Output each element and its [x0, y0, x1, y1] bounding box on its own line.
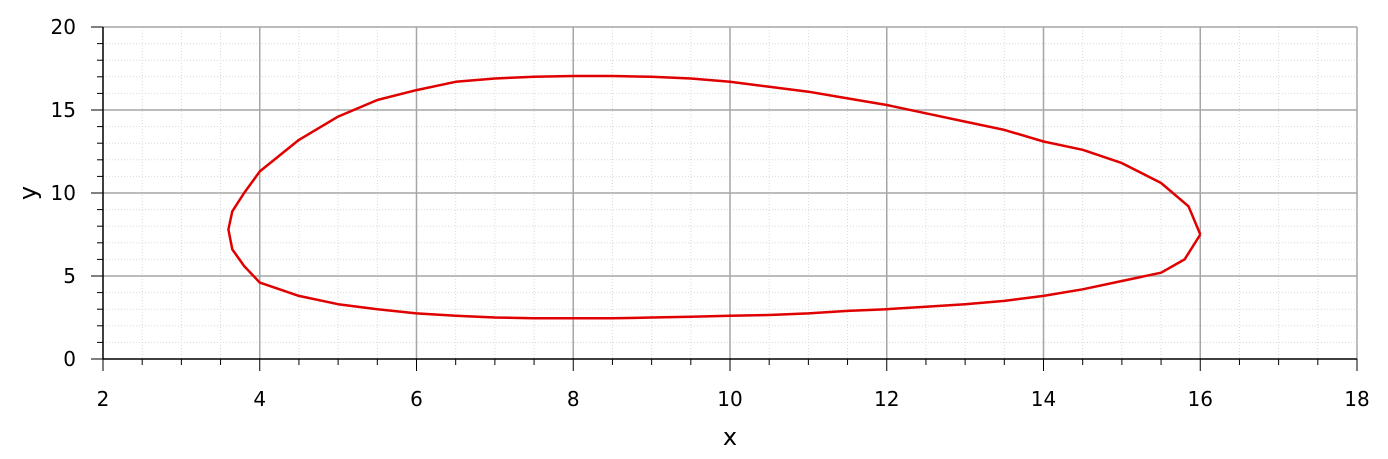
x-axis-title: x [723, 423, 737, 451]
x-tick-labels: 2 4 6 8 10 12 14 16 18 [97, 387, 1370, 411]
x-tick-label: 4 [253, 387, 266, 411]
x-tick-label: 8 [567, 387, 580, 411]
x-tick-label: 12 [874, 387, 899, 411]
x-tick-label: 18 [1344, 387, 1369, 411]
y-tick-label: 10 [51, 181, 76, 205]
x-tick-label: 14 [1031, 387, 1056, 411]
x-tick-label: 16 [1188, 387, 1213, 411]
y-axis-title: y [14, 186, 42, 200]
y-tick-label: 0 [63, 347, 76, 371]
y-tick-label: 20 [51, 15, 76, 39]
x-tick-label: 10 [717, 387, 742, 411]
series-layer [227, 74, 1202, 320]
y-tick-label: 15 [51, 98, 76, 122]
axes [91, 26, 1358, 371]
y-tick-labels: 0 5 10 15 20 [51, 15, 76, 371]
x-tick-label: 6 [410, 387, 423, 411]
y-tick-label: 5 [63, 264, 76, 288]
series-line [227, 74, 1202, 320]
x-tick-label: 2 [97, 387, 110, 411]
